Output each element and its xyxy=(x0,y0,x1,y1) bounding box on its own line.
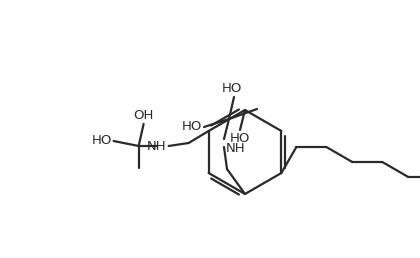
Text: HO: HO xyxy=(222,82,242,95)
Text: NH: NH xyxy=(147,140,167,152)
Text: HO: HO xyxy=(230,132,250,145)
Text: OH: OH xyxy=(134,109,154,122)
Text: HO: HO xyxy=(181,120,202,133)
Text: HO: HO xyxy=(91,134,112,148)
Text: NH: NH xyxy=(226,142,246,156)
